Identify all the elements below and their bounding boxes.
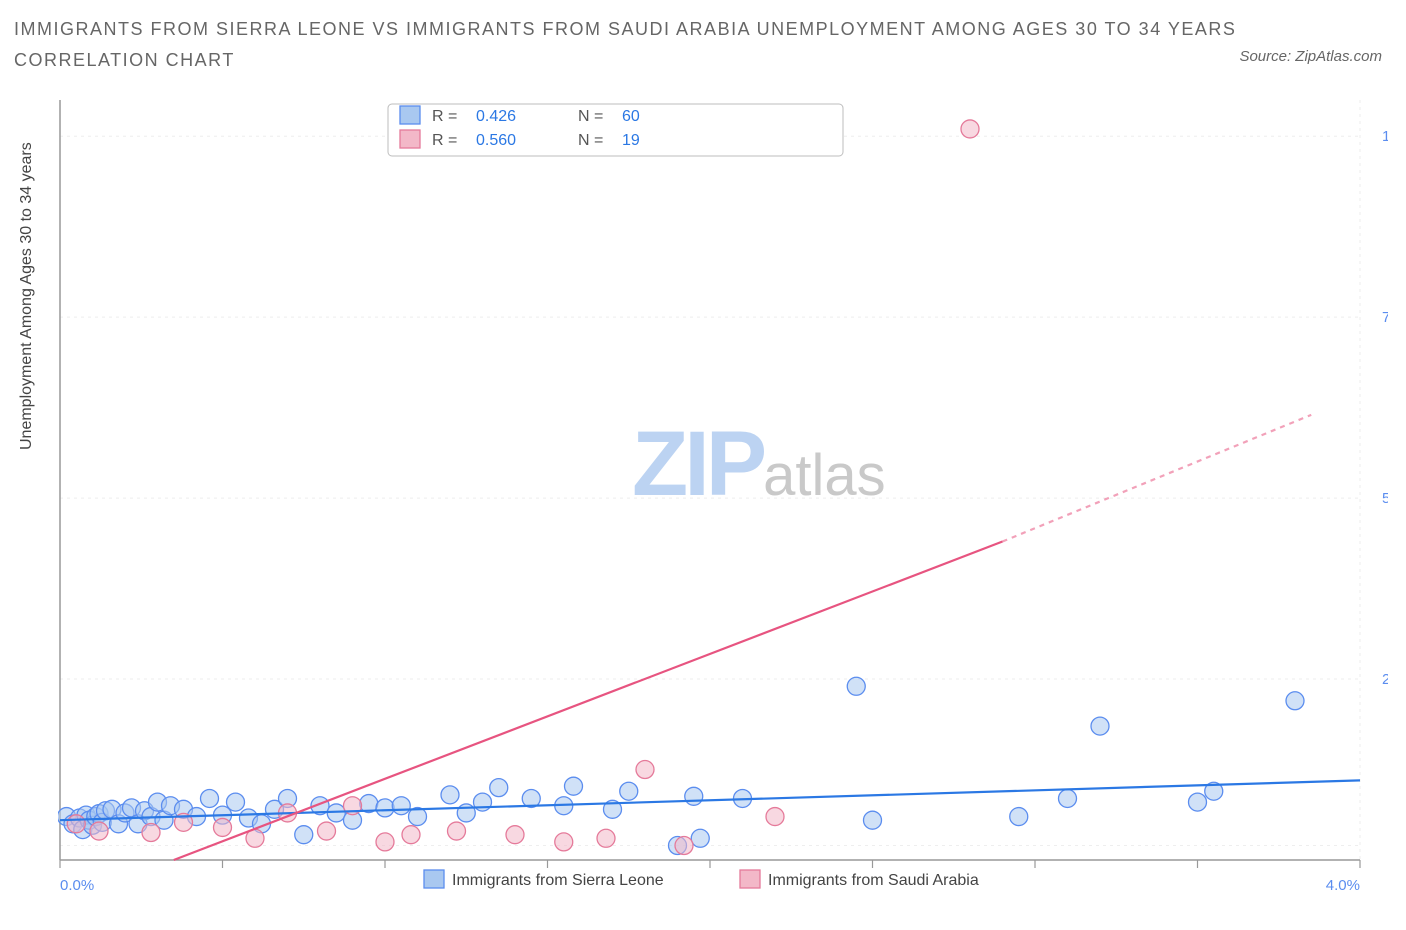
scatter-point xyxy=(675,837,693,855)
scatter-point xyxy=(555,833,573,851)
scatter-point xyxy=(295,826,313,844)
legend-swatch xyxy=(740,870,760,888)
scatter-point xyxy=(1010,808,1028,826)
trend-line xyxy=(60,780,1360,820)
scatter-point xyxy=(847,677,865,695)
source-attribution: Source: ZipAtlas.com xyxy=(1239,48,1382,65)
scatter-point xyxy=(67,815,85,833)
svg-text:R =: R = xyxy=(432,132,457,149)
scatter-point xyxy=(490,779,508,797)
svg-text:25.0%: 25.0% xyxy=(1382,671,1388,688)
scatter-point xyxy=(1189,793,1207,811)
trend-line xyxy=(174,542,1003,860)
legend-swatch xyxy=(400,130,420,148)
svg-text:0.0%: 0.0% xyxy=(60,877,94,894)
svg-text:75.0%: 75.0% xyxy=(1382,309,1388,326)
scatter-point xyxy=(441,786,459,804)
scatter-point xyxy=(766,808,784,826)
svg-text:N =: N = xyxy=(578,132,603,149)
scatter-point xyxy=(448,822,466,840)
chart-header: IMMIGRANTS FROM SIERRA LEONE VS IMMIGRAN… xyxy=(14,14,1392,75)
scatter-point xyxy=(506,826,524,844)
scatter-point xyxy=(1286,692,1304,710)
scatter-point xyxy=(201,789,219,807)
legend-swatch xyxy=(400,106,420,124)
scatter-point xyxy=(691,829,709,847)
scatter-point xyxy=(864,811,882,829)
scatter-point xyxy=(402,826,420,844)
y-axis-label: Unemployment Among Ages 30 to 34 years xyxy=(18,142,36,450)
svg-text:4.0%: 4.0% xyxy=(1326,877,1360,894)
scatter-point xyxy=(1091,717,1109,735)
legend-label: Immigrants from Sierra Leone xyxy=(452,872,664,889)
svg-text:19: 19 xyxy=(622,132,640,149)
scatter-point xyxy=(565,777,583,795)
scatter-point xyxy=(90,822,108,840)
svg-text:R =: R = xyxy=(432,108,457,125)
scatter-point xyxy=(142,823,160,841)
scatter-point xyxy=(620,782,638,800)
scatter-point xyxy=(376,799,394,817)
scatter-point xyxy=(1059,789,1077,807)
scatter-point xyxy=(318,822,336,840)
svg-text:ZIPatlas: ZIPatlas xyxy=(632,413,886,515)
scatter-point xyxy=(597,829,615,847)
svg-text:50.0%: 50.0% xyxy=(1382,490,1388,507)
svg-text:0.560: 0.560 xyxy=(476,132,516,149)
svg-text:0.426: 0.426 xyxy=(476,108,516,125)
chart-title-line-2: CORRELATION CHART xyxy=(14,45,1392,76)
scatter-chart: ZIPatlas0.0%4.0%25.0%50.0%75.0%100.0%R =… xyxy=(58,98,1388,888)
svg-text:100.0%: 100.0% xyxy=(1382,128,1388,145)
scatter-point xyxy=(685,787,703,805)
scatter-point xyxy=(376,833,394,851)
scatter-point xyxy=(227,793,245,811)
chart-title-line-1: IMMIGRANTS FROM SIERRA LEONE VS IMMIGRAN… xyxy=(14,14,1392,45)
scatter-point xyxy=(636,761,654,779)
legend-swatch xyxy=(424,870,444,888)
scatter-point xyxy=(961,120,979,138)
scatter-point xyxy=(214,818,232,836)
svg-text:N =: N = xyxy=(578,108,603,125)
trend-line-extrapolated xyxy=(1003,415,1312,542)
legend-label: Immigrants from Saudi Arabia xyxy=(768,872,979,889)
svg-text:60: 60 xyxy=(622,108,640,125)
scatter-point xyxy=(392,797,410,815)
